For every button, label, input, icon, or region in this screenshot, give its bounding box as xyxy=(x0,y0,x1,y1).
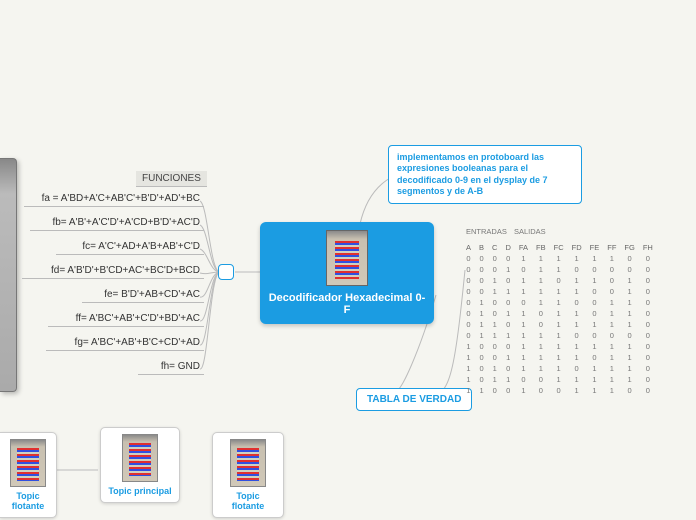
tabla-box[interactable]: TABLA DE VERDAD xyxy=(356,388,472,411)
truth-row: 011111100000 xyxy=(462,330,657,341)
truth-row: 000101100000 xyxy=(462,264,657,275)
note-text: implementamos en protoboard las expresio… xyxy=(397,152,548,196)
truth-header-cell: FH xyxy=(639,242,657,253)
truth-header-cell: FC xyxy=(550,242,568,253)
truth-header-cell: FA xyxy=(515,242,532,253)
topic3-label: Topic flotante xyxy=(219,491,277,511)
truth-group-salidas: SALIDAS xyxy=(514,227,546,236)
func-fd: fd= A'B'D'+B'CD+AC'+BC'D+BCD xyxy=(22,265,204,279)
truth-row: 001111110010 xyxy=(462,286,657,297)
truth-header-cell: FD xyxy=(568,242,586,253)
func-fh: fh= GND xyxy=(138,361,204,375)
truth-table: ABCDFAFBFCFDFEFFFGFH00001111110000010110… xyxy=(462,242,657,396)
truth-header-cell: FB xyxy=(532,242,550,253)
truth-row: 110010011100 xyxy=(462,385,657,396)
truth-header-cell: A xyxy=(462,242,475,253)
func-ff: ff= A'BC'+AB'+C'D'+BD'+AC xyxy=(48,313,204,327)
center-node[interactable]: Decodificador Hexadecimal 0-F xyxy=(260,222,434,324)
truth-row: 100011111110 xyxy=(462,341,657,352)
topic1-image xyxy=(10,439,46,487)
truth-group-entradas: ENTRADAS xyxy=(466,227,507,236)
topic2-label: Topic principal xyxy=(107,486,173,496)
truth-row: 100111110110 xyxy=(462,352,657,363)
tabla-label: TABLA DE VERDAD xyxy=(367,394,461,405)
funciones-label: FUNCIONES xyxy=(136,171,207,187)
truth-row: 001011011010 xyxy=(462,275,657,286)
truth-row: 011010111110 xyxy=(462,319,657,330)
func-fb: fb= A'B'+A'C'D'+A'CD+B'D'+AC'D xyxy=(30,217,204,231)
truth-header-cell: C xyxy=(488,242,501,253)
topic-card-2[interactable]: Topic principal xyxy=(100,427,180,503)
topic3-image xyxy=(230,439,266,487)
truth-header-cell: FE xyxy=(586,242,604,253)
center-title: Decodificador Hexadecimal 0-F xyxy=(268,292,426,316)
truth-row: 000011111100 xyxy=(462,253,657,264)
func-fc: fc= A'C'+AD+A'B+AB'+C'D xyxy=(56,241,204,255)
truth-header-cell: FF xyxy=(603,242,620,253)
truth-row: 101100111110 xyxy=(462,374,657,385)
topic-card-3[interactable]: Topic flotante xyxy=(212,432,284,518)
func-fe: fe= B'D'+AB+CD'+AC xyxy=(82,289,204,303)
protoboard-image xyxy=(326,230,368,286)
truth-row: 010001100110 xyxy=(462,297,657,308)
func-fa: fa = A'BD+A'C+AB'C'+B'D'+AD'+BC xyxy=(24,193,204,207)
side-photo xyxy=(0,158,17,392)
truth-header-cell: FG xyxy=(620,242,638,253)
truth-row: 101011101110 xyxy=(462,363,657,374)
func-fg: fg= A'BC'+AB'+B'C+CD'+AD xyxy=(46,337,204,351)
topic2-image xyxy=(122,434,158,482)
topic1-label: Topic flotante xyxy=(6,491,50,511)
truth-row: 010110110110 xyxy=(462,308,657,319)
truth-header-cell: B xyxy=(475,242,488,253)
note-box[interactable]: implementamos en protoboard las expresio… xyxy=(388,145,582,204)
funciones-connector xyxy=(218,264,234,280)
truth-header-cell: D xyxy=(501,242,514,253)
topic-card-1[interactable]: Topic flotante xyxy=(0,432,57,518)
